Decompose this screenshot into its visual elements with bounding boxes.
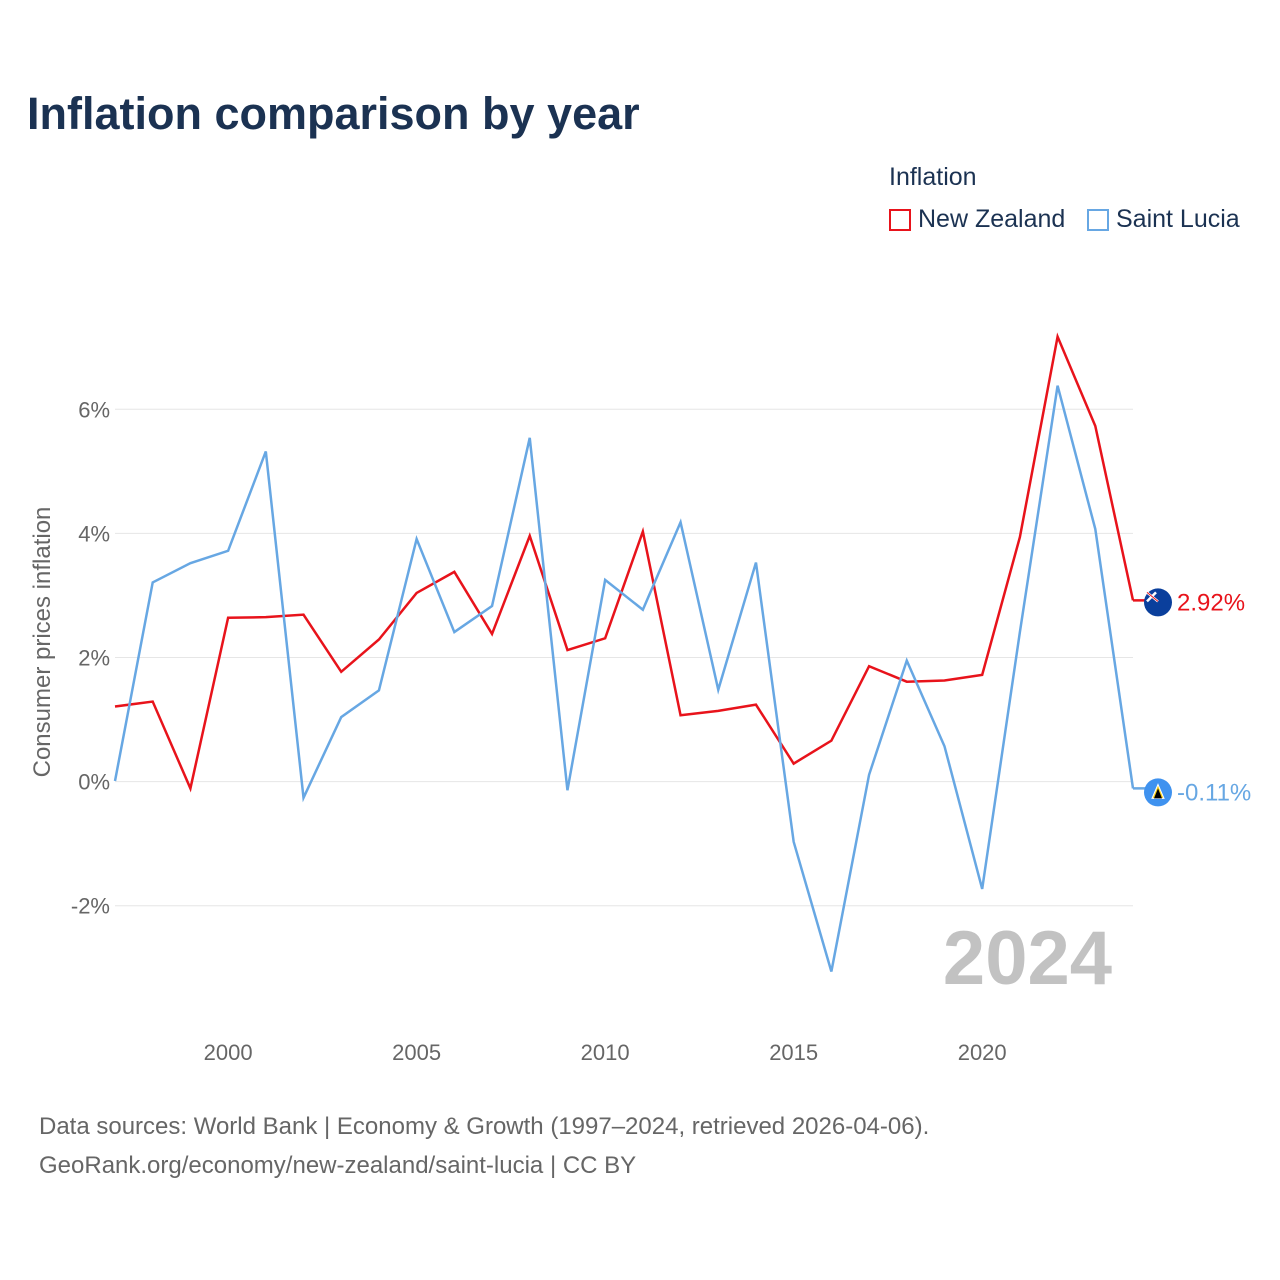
flag-cross-red-icon bbox=[1146, 592, 1159, 602]
x-axis-ticks: 2000 2005 2010 2015 2020 bbox=[204, 1040, 1007, 1065]
source-line-1: Data sources: World Bank | Economy & Gro… bbox=[39, 1113, 930, 1140]
end-markers: 2.92% -0.11% bbox=[1133, 588, 1251, 807]
y-tick-label: 0% bbox=[78, 770, 110, 795]
series-lines bbox=[113, 332, 1135, 972]
year-watermark: 2024 bbox=[943, 916, 1112, 1001]
y-tick-label: 6% bbox=[78, 397, 110, 422]
y-tick-label: 4% bbox=[78, 521, 110, 546]
y-axis-ticks: -2% 0% 2% 4% 6% bbox=[71, 397, 110, 918]
x-tick-label: 2015 bbox=[769, 1040, 818, 1065]
x-tick-label: 2010 bbox=[581, 1040, 630, 1065]
source-line-2[interactable]: GeoRank.org/economy/new-zealand/saint-lu… bbox=[39, 1152, 637, 1179]
y-tick-label: 2% bbox=[78, 646, 110, 671]
grid-lines bbox=[115, 408, 1133, 907]
legend-swatch-new-zealand bbox=[889, 208, 911, 231]
series-line-new-zealand[interactable] bbox=[114, 332, 1135, 793]
legend-label-saint-lucia: Saint Lucia bbox=[1116, 205, 1240, 233]
line-chart: -2% 0% 2% 4% 6% 2000 2005 2010 2015 2020 Consume… bbox=[29, 332, 1251, 1065]
legend-item-saint-lucia[interactable]: Saint Lucia bbox=[1087, 205, 1240, 234]
end-value-label-saint-lucia: -0.11% bbox=[1177, 779, 1251, 806]
x-tick-label: 2005 bbox=[392, 1040, 441, 1065]
legend-swatch-saint-lucia bbox=[1087, 208, 1109, 231]
legend-item-new-zealand[interactable]: New Zealand bbox=[889, 205, 1065, 234]
source-note: Data sources: World Bank | Economy & Gro… bbox=[39, 1107, 929, 1185]
flag-triangle-inner-icon bbox=[1154, 788, 1162, 799]
y-axis-label: Consumer prices inflation bbox=[29, 507, 56, 778]
x-tick-label: 2000 bbox=[204, 1040, 253, 1065]
legend-title: Inflation bbox=[889, 163, 977, 191]
series-line-saint-lucia[interactable] bbox=[113, 385, 1135, 972]
x-tick-label: 2020 bbox=[958, 1040, 1007, 1065]
legend-label-new-zealand: New Zealand bbox=[918, 205, 1066, 233]
end-value-label-new-zealand: 2.92% bbox=[1177, 589, 1245, 616]
y-tick-label: -2% bbox=[71, 894, 110, 919]
chart-title: Inflation comparison by year bbox=[27, 88, 640, 139]
